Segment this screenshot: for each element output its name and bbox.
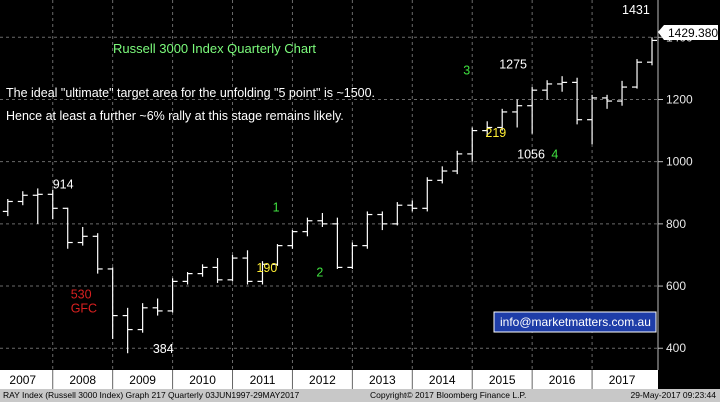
ohlc-bar	[482, 121, 493, 137]
chart: 400600800100012001400 200720082009201020…	[0, 0, 718, 389]
ohlc-bar	[332, 217, 343, 269]
y-axis: 400600800100012001400	[657, 0, 693, 370]
ohlc-bar	[167, 278, 178, 313]
last-value-marker: 1429.380	[658, 25, 718, 40]
ohlc-bar	[317, 212, 328, 227]
ohlc-bars	[2, 37, 658, 354]
ohlc-bar	[527, 87, 538, 134]
x-tick-label: 2008	[69, 373, 96, 387]
ohlc-bar	[257, 261, 268, 285]
x-tick-label: 2012	[309, 373, 336, 387]
annotation-label: 1	[273, 200, 280, 214]
ohlc-bar	[572, 77, 583, 125]
ohlc-bar	[242, 250, 253, 285]
ohlc-bar	[392, 202, 403, 226]
ohlc-bar	[302, 217, 313, 237]
ohlc-bar	[497, 108, 508, 131]
y-tick-label: 600	[666, 279, 686, 293]
ohlc-bar	[62, 207, 73, 249]
ohlc-bar	[617, 80, 628, 106]
chart-note-1: The ideal "ultimate" target area for the…	[6, 86, 375, 100]
ohlc-bar	[587, 94, 598, 145]
annotation-label: 1431	[622, 3, 650, 17]
annotation-label: 219	[485, 126, 506, 140]
ohlc-bar	[227, 254, 238, 282]
x-tick-label: 2010	[189, 373, 216, 387]
x-tick-label: 2016	[549, 373, 576, 387]
annotation-label: 914	[53, 177, 74, 191]
x-tick-label: 2014	[429, 373, 456, 387]
x-axis-bar	[0, 370, 658, 389]
ohlc-bar	[287, 230, 298, 249]
ohlc-bar	[182, 272, 193, 285]
last-value: 1429.380	[668, 26, 718, 40]
plot-area	[0, 0, 658, 370]
ohlc-bar	[272, 244, 283, 266]
ohlc-bar	[137, 303, 148, 333]
annotation-label: 190	[256, 261, 277, 275]
x-tick-label: 2017	[609, 373, 636, 387]
ohlc-bar	[602, 94, 613, 109]
footer-center: Copyright© 2017 Bloomberg Finance L.P.	[370, 390, 527, 400]
ohlc-bar	[107, 267, 118, 339]
ohlc-bar	[422, 177, 433, 212]
ohlc-bar	[347, 242, 358, 269]
y-tick-label: 800	[666, 217, 686, 231]
chart-note-2: Hence at least a further ~6% rally at th…	[6, 109, 344, 123]
annotation-label: 3	[463, 64, 470, 78]
ohlc-bar	[197, 264, 208, 277]
ohlc-bar	[437, 166, 448, 184]
y-tick-label: 400	[666, 341, 686, 355]
x-tick-label: 2013	[369, 373, 396, 387]
ohlc-bar	[152, 298, 163, 316]
watermark-text: info@marketmatters.com.au	[500, 315, 651, 329]
x-tick-label: 2009	[129, 373, 156, 387]
ohlc-bar	[212, 258, 223, 283]
annotation-label: 530	[71, 287, 92, 301]
annotation-label: 1275	[499, 57, 527, 71]
watermark-box: info@marketmatters.com.au	[493, 311, 657, 333]
ohlc-bar	[92, 233, 103, 274]
ohlc-bar	[467, 127, 478, 162]
ohlc-bar	[17, 191, 28, 206]
ohlc-bar	[2, 198, 13, 217]
chart-title: Russell 3000 Index Quarterly Chart	[113, 41, 316, 56]
annotation-label: 384	[153, 342, 174, 356]
ohlc-bar	[47, 189, 58, 220]
ohlc-bar	[122, 307, 133, 354]
ohlc-bar	[362, 211, 373, 249]
ohlc-bar	[647, 37, 658, 66]
footer: RAY Index (Russell 3000 Index) Graph 217…	[0, 389, 720, 402]
annotation-label: GFC	[71, 301, 97, 315]
gridlines	[0, 0, 658, 370]
y-tick-label: 1000	[666, 155, 693, 169]
x-axis: 2007 2008 2009 2010 2011 2012 2013 2014 2015 2016…	[9, 370, 636, 389]
ohlc-bar	[632, 59, 643, 89]
ohlc-bar	[542, 80, 553, 100]
ohlc-bar	[32, 188, 43, 224]
annotation-label: 4	[551, 148, 558, 162]
ohlc-bar	[557, 76, 568, 92]
footer-right: 29-May-2017 09:23:44	[630, 390, 716, 400]
annotation-label: 2	[316, 266, 323, 280]
x-tick-label: 2011	[250, 373, 276, 387]
x-tick-label: 2007	[9, 373, 36, 387]
ohlc-bar	[512, 99, 523, 128]
x-tick-label: 2015	[489, 373, 516, 387]
ohlc-bar	[77, 226, 88, 246]
ohlc-bar	[407, 200, 418, 212]
ohlc-bar	[377, 211, 388, 231]
ohlc-bar	[452, 150, 463, 175]
annotation-label: 1056	[517, 148, 545, 162]
y-tick-label: 1200	[666, 92, 693, 106]
footer-left: RAY Index (Russell 3000 Index) Graph 217…	[3, 390, 300, 400]
